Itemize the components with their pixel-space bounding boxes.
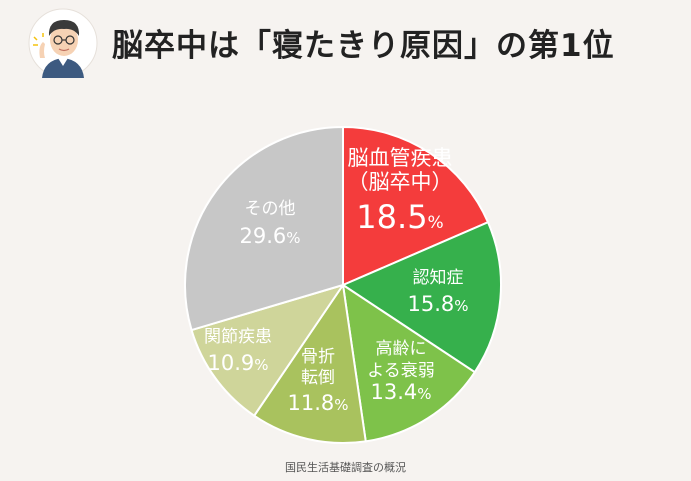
slice-joint-label: 関節疾患 <box>204 327 272 347</box>
slice-dementia <box>340 220 502 374</box>
slice-stroke <box>342 125 490 287</box>
slice-stroke-label: 脳血管疾患 <box>348 146 453 170</box>
slice-stroke-sublabel: （脳卒中） <box>348 170 453 194</box>
slice-frailty-value: 13.4% <box>370 380 431 404</box>
slice-other <box>184 125 344 332</box>
slice-frailty-label: 高齢に <box>376 339 427 359</box>
doctor-avatar-pointing-icon <box>28 8 98 78</box>
slice-other-value: 29.6% <box>239 224 300 248</box>
header: 脳卒中は「寝たきり原因」の第1位 <box>0 0 691 80</box>
slice-fracture-label: 骨折 <box>301 347 335 367</box>
slice-dementia-label: 認知症 <box>413 268 464 288</box>
slice-joint <box>190 283 346 418</box>
slice-stroke-value: 18.5% <box>356 198 443 236</box>
slice-frailty-label: よる衰弱 <box>367 361 435 381</box>
slice-dementia-value: 15.8% <box>407 292 468 316</box>
page-title: 脳卒中は「寝たきり原因」の第1位 <box>112 28 615 64</box>
slice-fracture-value: 11.8% <box>287 391 348 415</box>
slice-frailty <box>341 282 477 443</box>
slice-fracture-label: 転倒 <box>301 368 335 388</box>
chart-source: 国民生活基礎調査の概況 <box>285 461 406 474</box>
slice-fracture <box>252 282 367 444</box>
slice-other-label: その他 <box>245 199 296 219</box>
slice-joint-value: 10.9% <box>207 351 268 375</box>
